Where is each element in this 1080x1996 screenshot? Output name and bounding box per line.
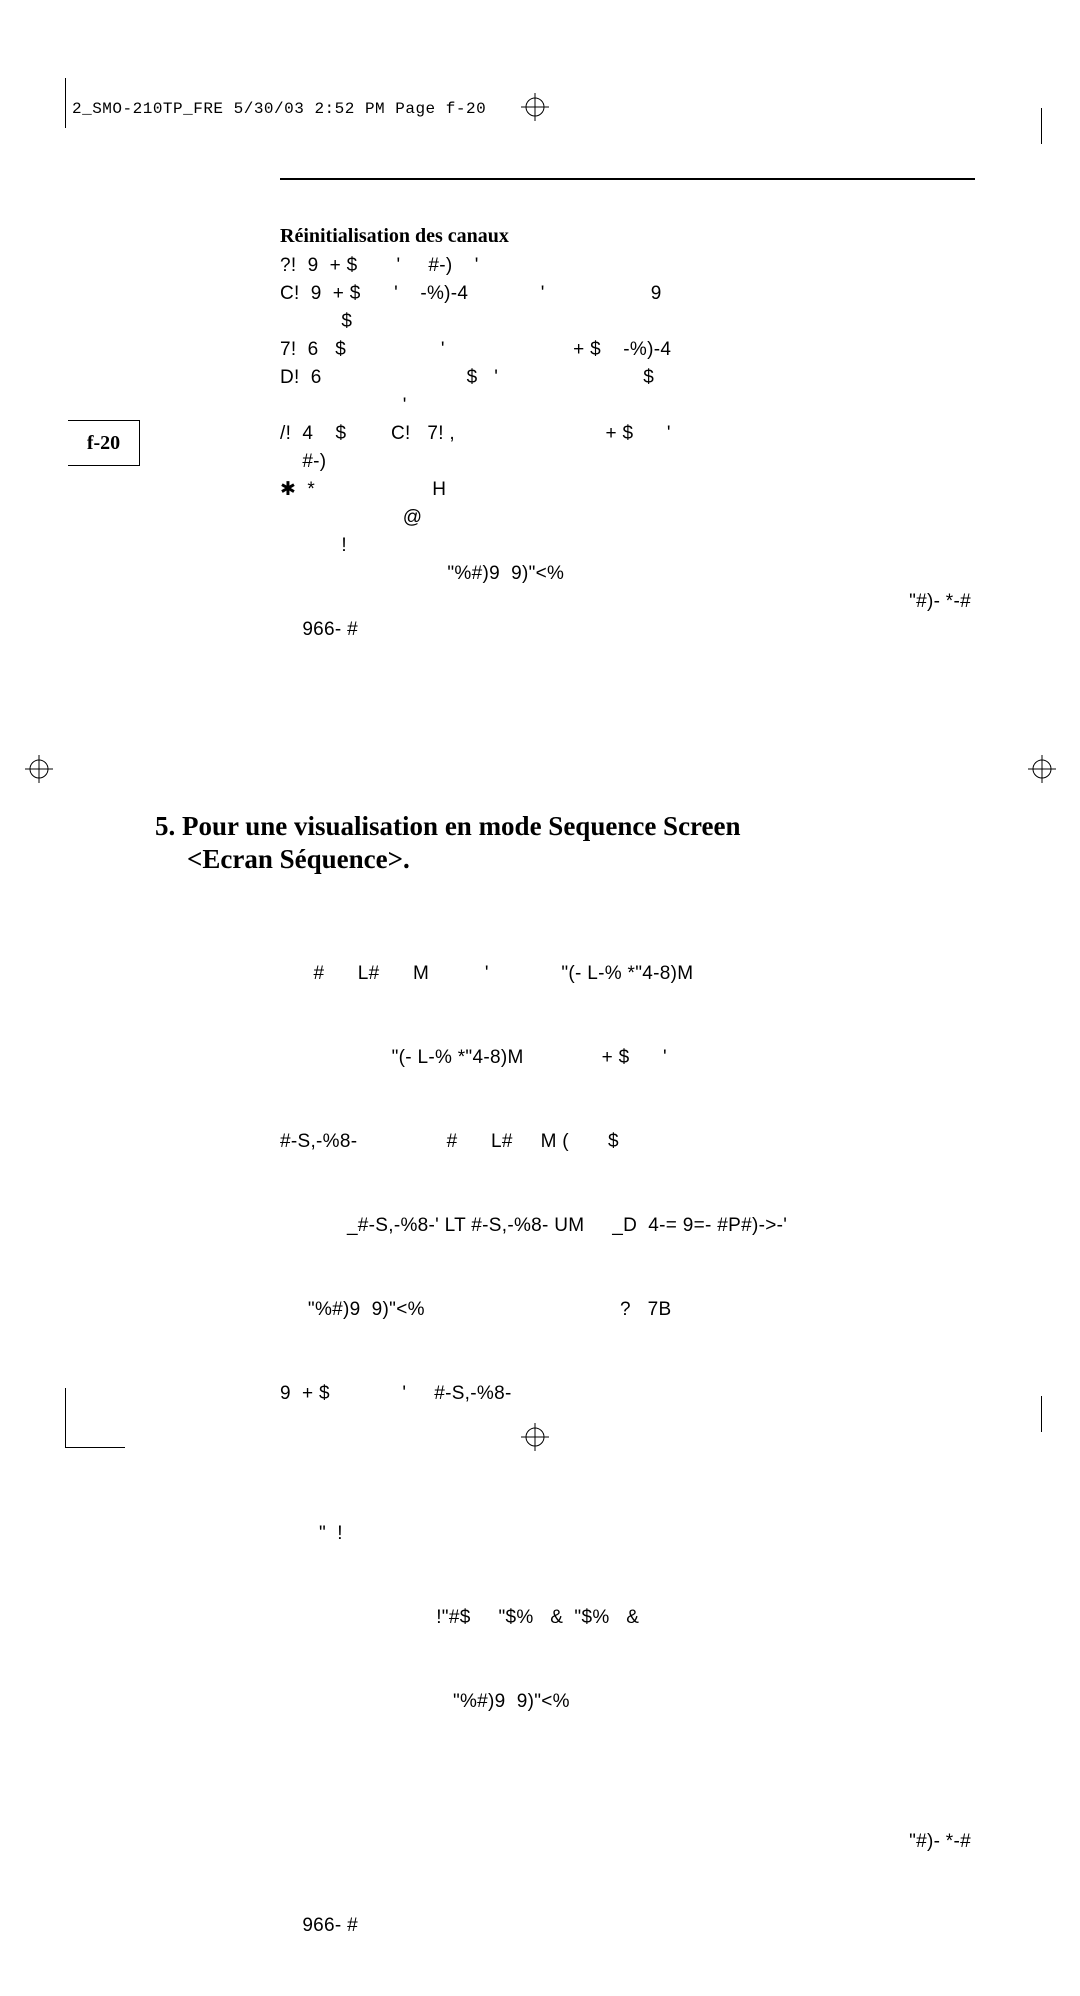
body-line: ! <box>280 532 975 560</box>
body-line: 966- # <box>280 1912 975 1940</box>
body-line: ?! 9 + $ ' #-) ' <box>280 252 975 280</box>
right-note: "#)- *-# <box>280 588 975 616</box>
body-line: 9 + $ ' #-S,-%8- <box>280 1380 975 1408</box>
section5-title-line1: 5. Pour une visualisation en mode Sequen… <box>155 811 741 841</box>
body-line: "%#)9 9)"<% ? 7B <box>280 1296 975 1324</box>
right-note: "#)- *-# <box>280 1828 975 1856</box>
body-line: #-) <box>280 448 975 476</box>
body-line: #-S,-%8- # L# M ( $ <box>280 1128 975 1156</box>
section5-title: 5. Pour une visualisation en mode Sequen… <box>155 810 975 876</box>
body-line: "(- L-% *"4-8)M + $ ' <box>280 1044 975 1072</box>
top-rule <box>280 178 975 180</box>
body-line: " ! <box>280 1520 975 1548</box>
section5-body: # L# M ' "(- L-% *"4-8)M "(- L-% *"4-8)M… <box>280 904 975 1996</box>
body-line: 7! 6 $ ' + $ -%)-4 <box>280 336 975 364</box>
page-number: f-20 <box>87 432 120 455</box>
section5-title-line2: <Ecran Séquence>. <box>187 844 410 874</box>
body-line: "%#)9 9)"<% <box>280 1688 975 1716</box>
crop-mark-tr <box>1041 108 1042 144</box>
crop-mark-br <box>1041 1396 1042 1432</box>
registration-mark-top <box>521 93 549 121</box>
body-line: 966- # <box>280 616 975 644</box>
body-line: D! 6 $ ' $ <box>280 364 975 392</box>
body-line: _#-S,-%8-' LT #-S,-%8- UM _D 4-= 9=- #P#… <box>280 1212 975 1240</box>
crop-mark-bl-v <box>65 1388 66 1448</box>
print-header: 2_SMO-210TP_FRE 5/30/03 2:52 PM Page f-2… <box>72 100 486 118</box>
registration-mark-right <box>1028 755 1056 783</box>
body-line: ✱ * H <box>280 476 975 504</box>
body-line: $ <box>280 308 975 336</box>
body-line: C! 9 + $ ' -%)-4 ' 9 <box>280 280 975 308</box>
subhead-reinit: Réinitialisation des canaux <box>280 225 975 248</box>
section-reinit: Réinitialisation des canaux ?! 9 + $ ' #… <box>280 225 975 644</box>
body-line: !"#$ "$% & "$% & <box>280 1604 975 1632</box>
body-line: @ <box>280 504 975 532</box>
page-number-tab: f-20 <box>68 420 140 466</box>
section-5: 5. Pour une visualisation en mode Sequen… <box>155 810 975 1996</box>
body-line: # L# M ' "(- L-% *"4-8)M <box>280 960 975 988</box>
crop-mark-tl <box>65 78 66 128</box>
crop-mark-bl-h <box>65 1447 125 1448</box>
body-line: ' <box>280 392 975 420</box>
body-line: /! 4 $ C! 7! , + $ ' <box>280 420 975 448</box>
registration-mark-left <box>25 755 53 783</box>
body-line: "%#)9 9)"<% <box>280 560 975 588</box>
